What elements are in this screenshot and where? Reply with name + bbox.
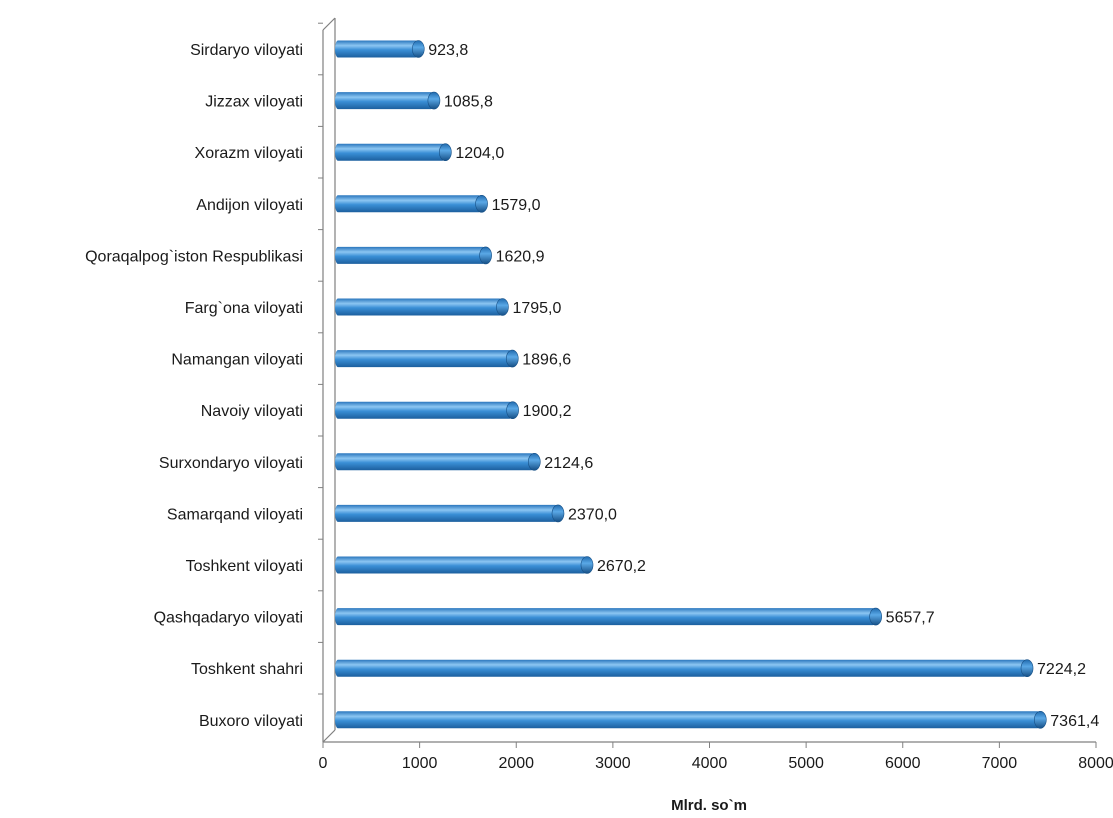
bar (335, 298, 503, 316)
category-label: Xorazm viloyati (195, 145, 303, 162)
x-tick-label: 3000 (595, 755, 631, 772)
category-label: Sirdaryo viloyati (190, 42, 303, 59)
x-tick-label: 1000 (402, 755, 438, 772)
x-tick-label: 4000 (692, 755, 728, 772)
value-label: 5657,7 (886, 610, 935, 627)
value-label: 1579,0 (492, 197, 541, 214)
bar (335, 195, 482, 213)
bar-end-cap (551, 504, 565, 523)
bar-end-cap (479, 246, 492, 265)
bar-end-cap (475, 195, 488, 213)
labels-layer: 0 1000 2000 3000 4000 5000 6000 7000 8000 Sirdary… (85, 42, 1113, 772)
value-label: 1795,0 (512, 300, 561, 317)
bar-end-cap (411, 40, 425, 58)
bar-group (335, 298, 509, 316)
x-tick-label: 6000 (885, 755, 921, 772)
category-label: Samarqand viloyati (167, 506, 303, 523)
bar-group (335, 246, 492, 265)
bar-group (335, 195, 488, 213)
bar (335, 556, 588, 574)
bar-group (335, 710, 1047, 729)
x-tick-label: 8000 (1078, 755, 1113, 772)
bar-group (335, 349, 519, 368)
bar (335, 92, 434, 110)
x-axis-title: Mlrd. so`m (671, 797, 747, 814)
bar-group (335, 659, 1034, 678)
value-label: 2124,6 (544, 455, 593, 472)
x-tick-label: 2000 (498, 755, 534, 772)
category-label: Toshkent viloyati (186, 558, 303, 575)
bar (335, 659, 1028, 677)
bar (335, 350, 513, 368)
bar-group (335, 504, 565, 523)
bar (335, 246, 486, 264)
bar (335, 711, 1041, 729)
value-label: 1204,0 (455, 145, 504, 162)
category-label: Qoraqalpog`iston Respublikasi (85, 248, 303, 265)
value-label: 7224,2 (1037, 661, 1086, 678)
bar-group (335, 143, 452, 161)
y-axis-top-connector (322, 17, 336, 31)
value-label: 2370,0 (568, 506, 617, 523)
category-label: Surxondaryo viloyati (159, 455, 303, 472)
bar-end-cap (496, 298, 509, 316)
bar-group (335, 91, 441, 110)
bars-layer (335, 40, 1047, 729)
bar-end-cap (505, 349, 519, 368)
category-label: Andijon viloyati (196, 197, 303, 214)
bar (335, 401, 513, 419)
bar (335, 453, 535, 471)
x-tick-label: 0 (319, 755, 328, 772)
category-label: Namangan viloyati (171, 352, 303, 369)
bar (335, 504, 559, 522)
bar-end-cap (580, 556, 594, 574)
bar-end-cap (869, 607, 882, 626)
x-tick-label: 7000 (982, 755, 1018, 772)
bar (335, 143, 446, 161)
bar-group (335, 401, 519, 420)
value-label: 923,8 (428, 42, 468, 59)
bar-end-cap (527, 452, 541, 471)
bar-end-cap (506, 401, 519, 420)
bar-end-cap (1020, 659, 1034, 678)
bar-group (335, 40, 425, 58)
category-label: Qashqadaryo viloyati (154, 610, 303, 627)
x-tick-label: 5000 (788, 755, 824, 772)
value-label: 2670,2 (597, 558, 646, 575)
category-label: Buxoro viloyati (199, 713, 303, 730)
axis-layer (318, 17, 1097, 748)
bar-end-cap (439, 143, 452, 161)
bar-end-cap (1033, 710, 1047, 729)
category-label: Jizzax viloyati (205, 94, 303, 111)
category-label: Toshkent shahri (191, 661, 303, 678)
category-label: Farg`ona viloyati (185, 300, 303, 317)
bar (335, 40, 419, 58)
value-label: 7361,4 (1050, 713, 1099, 730)
value-label: 1896,6 (522, 352, 571, 369)
value-label: 1620,9 (496, 248, 545, 265)
value-label: 1900,2 (523, 403, 572, 420)
category-label: Navoiy viloyati (201, 403, 303, 420)
bar-group (335, 452, 541, 471)
bar-group (335, 607, 882, 626)
bar-end-cap (427, 91, 441, 110)
bar (335, 608, 876, 626)
bar-group (335, 556, 594, 574)
value-label: 1085,8 (444, 94, 493, 111)
y-axis-bottom-connector (322, 729, 336, 743)
